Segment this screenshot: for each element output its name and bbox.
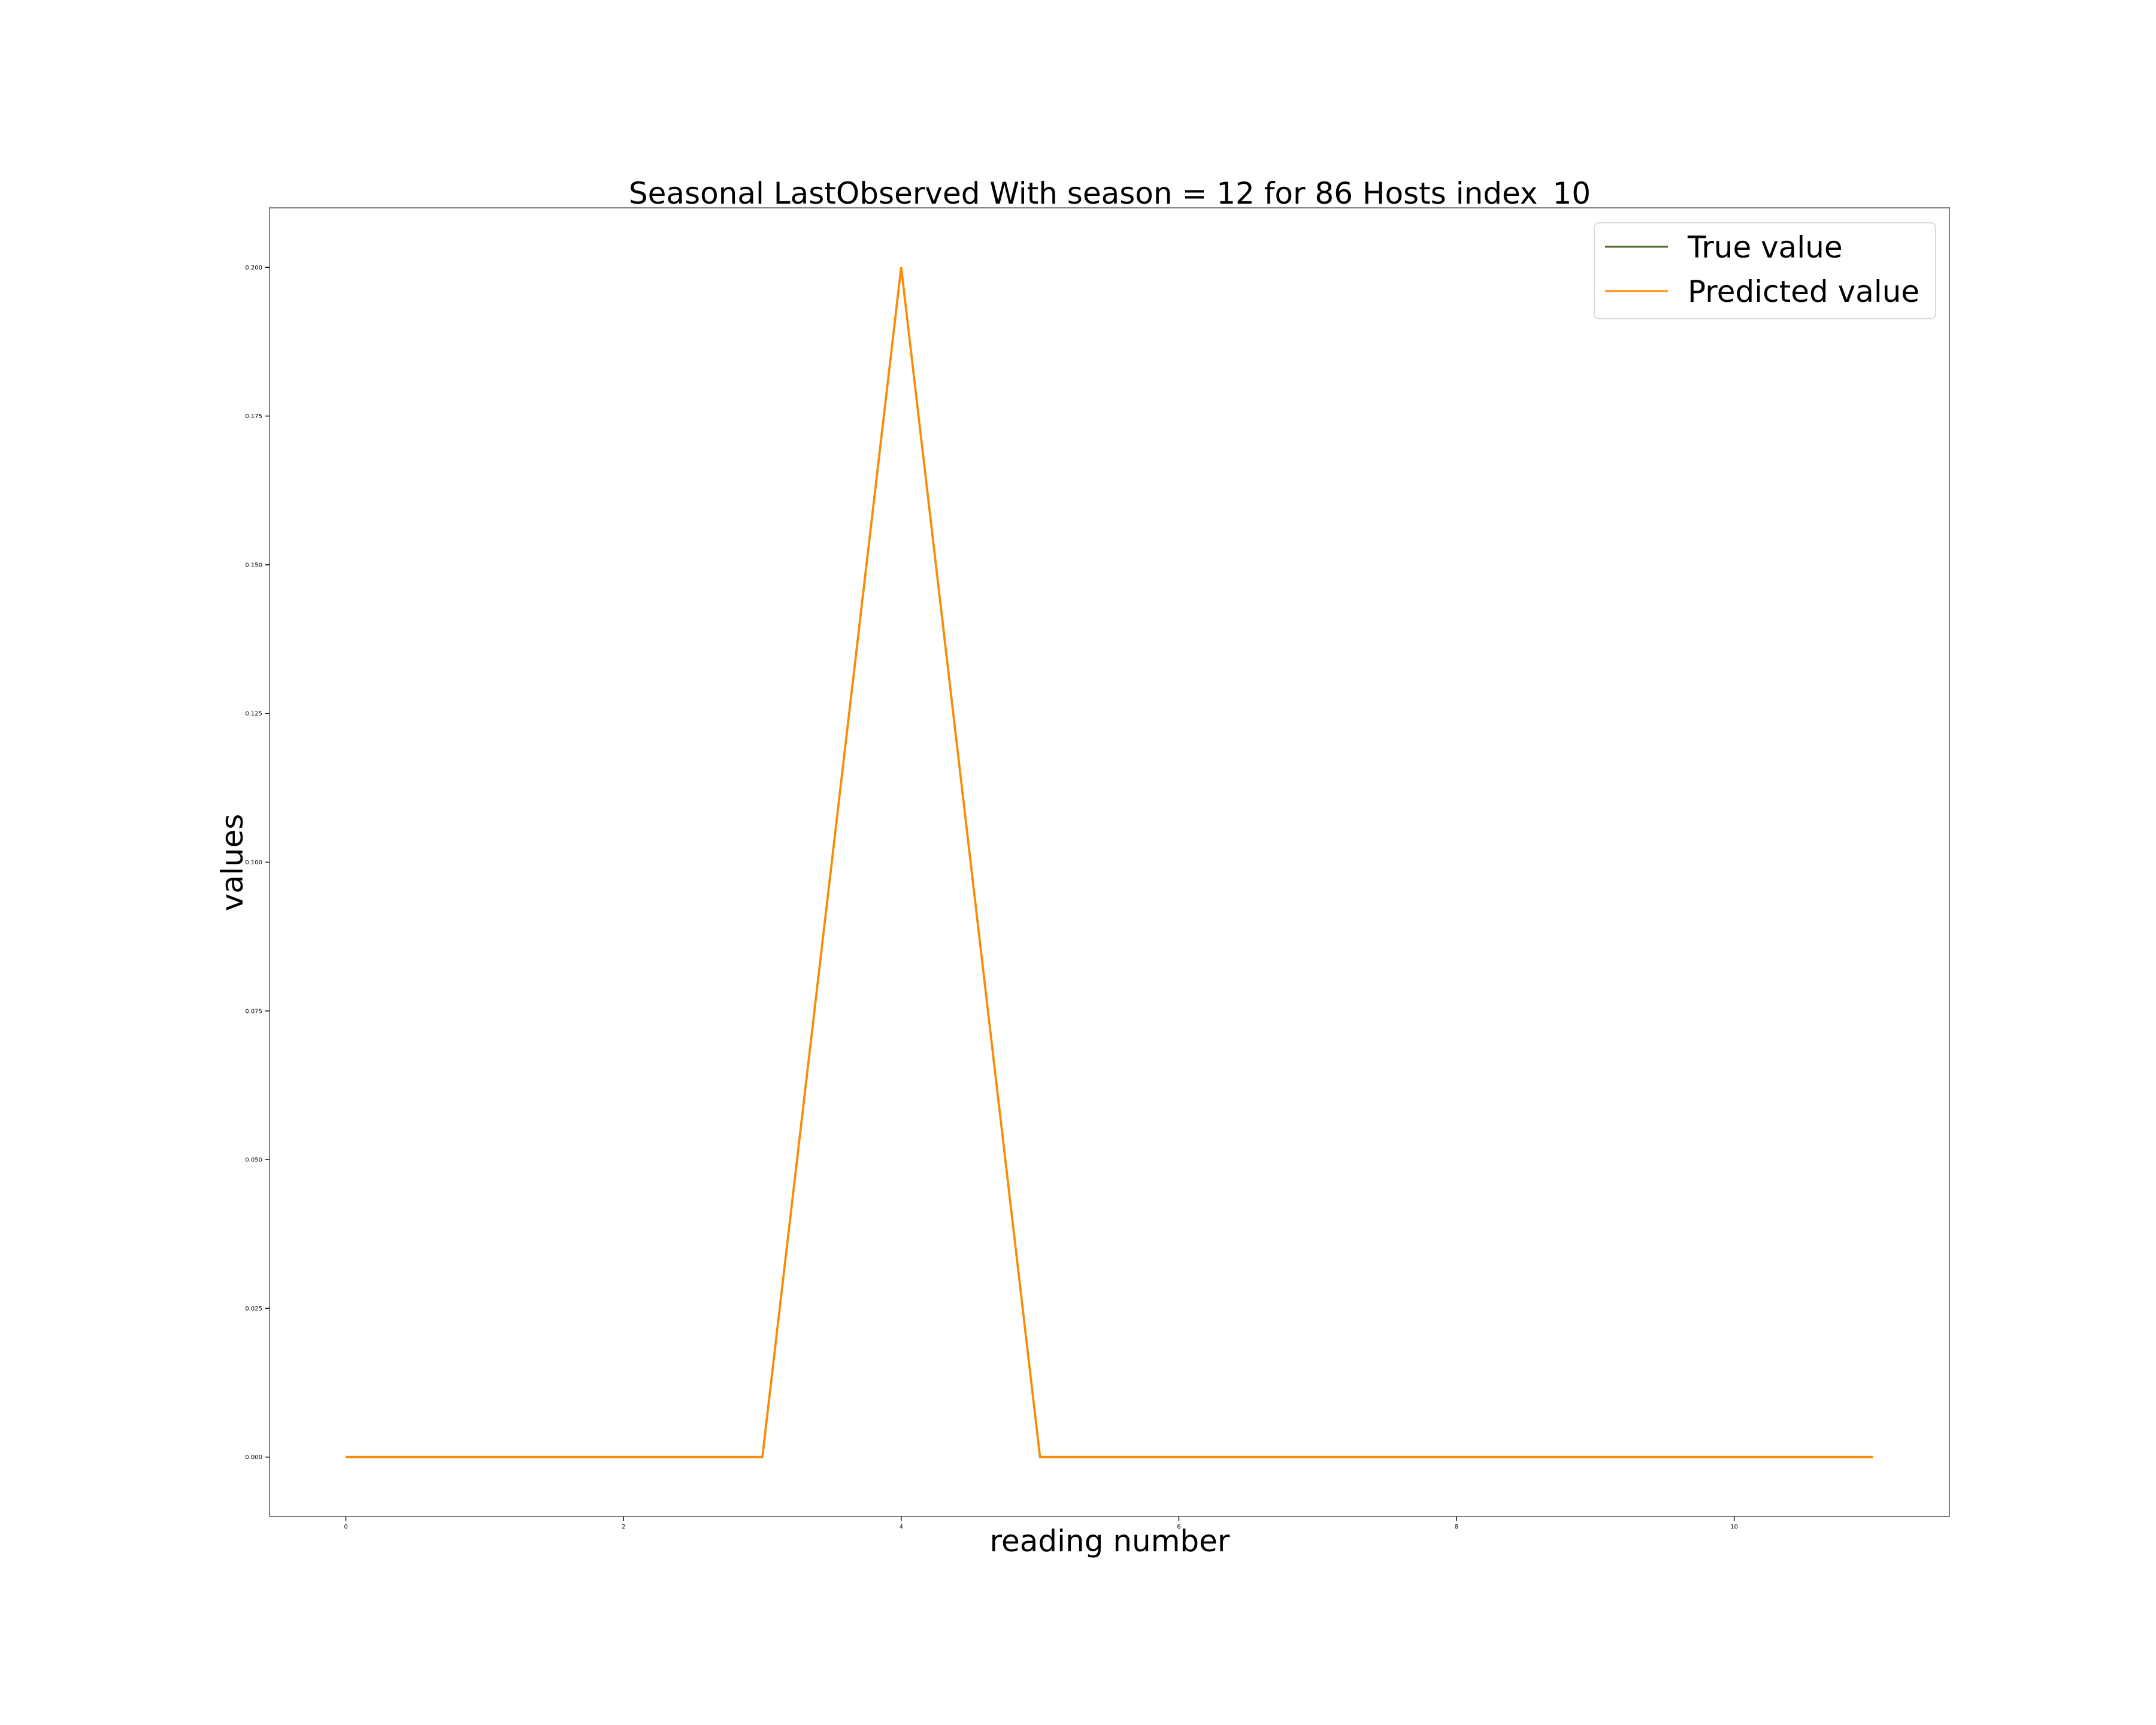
series-lines bbox=[346, 267, 1873, 1458]
legend-true-value-label: True value bbox=[1687, 230, 1843, 265]
legend: True value Predicted value bbox=[1594, 222, 1936, 319]
x-axis-label: reading number bbox=[990, 1524, 1230, 1558]
y-tick-label: 0.100 bbox=[245, 860, 262, 866]
y-tick-label: 0.175 bbox=[245, 413, 262, 420]
y-tick-label: 0.150 bbox=[245, 562, 262, 568]
y-tick-label: 0.000 bbox=[245, 1454, 262, 1461]
y-tick-label: 0.050 bbox=[245, 1157, 262, 1164]
legend-box bbox=[1594, 222, 1936, 319]
x-tick-label: 10 bbox=[1730, 1524, 1738, 1530]
y-tick-label: 0.125 bbox=[245, 711, 262, 718]
y-axis-label: values bbox=[215, 814, 250, 912]
plot-frame bbox=[269, 207, 1950, 1517]
x-axis-ticks: 0 2 4 6 8 10 bbox=[344, 1517, 1738, 1530]
x-tick-label: 2 bbox=[622, 1524, 625, 1530]
y-tick-label: 0.200 bbox=[245, 265, 262, 271]
y-axis-ticks: 0.000 0.025 0.050 0.075 0.100 0.125 0.150 0.175… bbox=[245, 265, 270, 1461]
x-tick-label: 0 bbox=[344, 1524, 347, 1530]
x-tick-label: 4 bbox=[900, 1524, 903, 1530]
y-tick-label: 0.075 bbox=[245, 1008, 262, 1015]
x-tick-label: 8 bbox=[1455, 1524, 1458, 1530]
y-tick-label: 0.025 bbox=[245, 1306, 262, 1312]
x-tick-label: 6 bbox=[1177, 1524, 1180, 1530]
chart-title: Seasonal LastObserved With season = 12 f… bbox=[629, 176, 1591, 211]
series-line-predicted-value bbox=[346, 267, 1873, 1458]
legend-predicted-value-label: Predicted value bbox=[1688, 274, 1919, 309]
